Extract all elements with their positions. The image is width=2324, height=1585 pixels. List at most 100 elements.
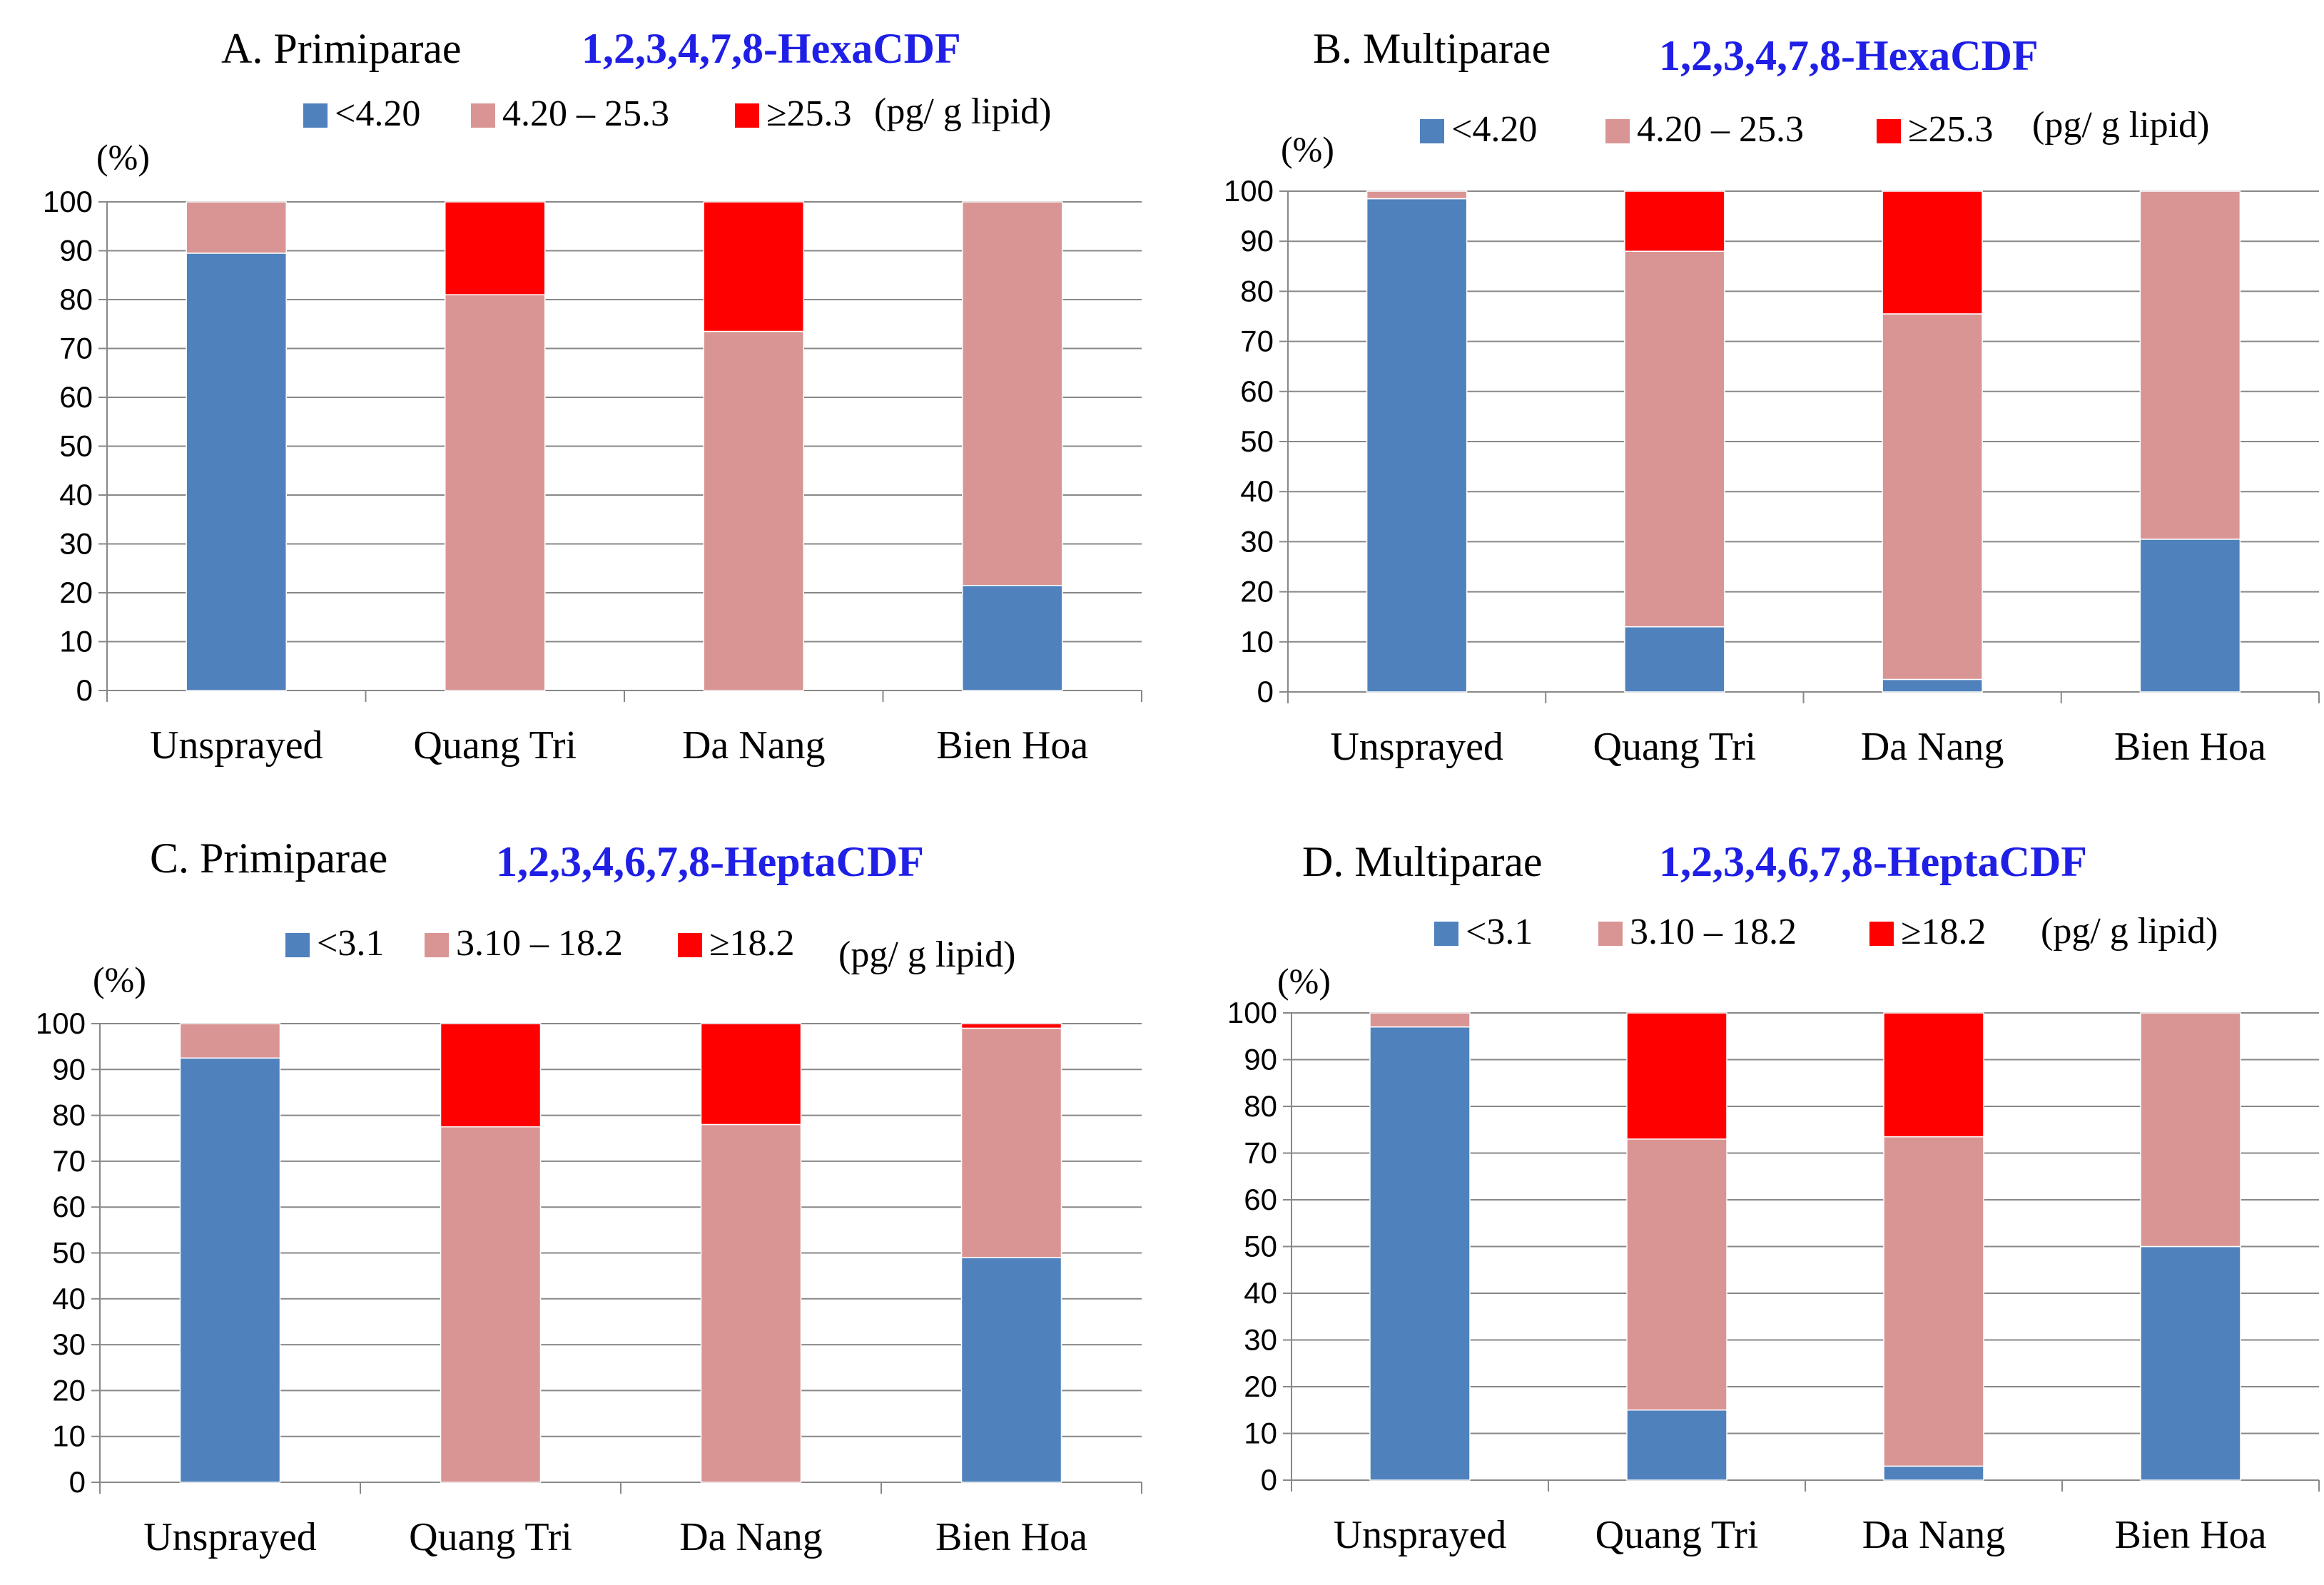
y-tick-label: 50 xyxy=(1240,424,1274,458)
legend-swatch xyxy=(678,933,702,957)
bar-segment xyxy=(2139,539,2241,693)
y-axis-label: (%) xyxy=(1277,961,1331,1001)
y-tick-label: 100 xyxy=(43,185,93,218)
legend-label: ≥18.2 xyxy=(1901,912,1986,952)
x-tick-label: Unsprayed xyxy=(1334,1513,1507,1557)
legend-label: <3.1 xyxy=(317,923,384,964)
bar-segment xyxy=(186,201,287,254)
y-tick-label: 90 xyxy=(59,234,93,267)
bar-segment xyxy=(1882,313,1983,681)
y-tick-label: 100 xyxy=(1227,996,1277,1029)
y-tick-label: 70 xyxy=(52,1144,86,1178)
x-tick-label: Bien Hoa xyxy=(2114,725,2266,769)
y-axis-label: (%) xyxy=(1281,129,1334,169)
y-tick-label: 70 xyxy=(59,332,93,365)
bar-segment xyxy=(1369,1012,1471,1028)
bar-segment xyxy=(1882,678,1983,693)
legend-swatch xyxy=(471,103,495,128)
y-tick-label: 30 xyxy=(1244,1323,1277,1357)
legend-swatch xyxy=(1598,922,1623,946)
bar-segment xyxy=(703,330,804,691)
x-tick-label: Unsprayed xyxy=(1330,725,1503,769)
bar-segment xyxy=(1883,1012,1984,1138)
bar-segment xyxy=(1626,1012,1727,1140)
bar-segment xyxy=(2139,190,2241,540)
y-tick-label: 0 xyxy=(1261,1463,1277,1497)
legend-swatch xyxy=(425,933,449,957)
x-tick-label: Da Nang xyxy=(679,1515,823,1559)
bar-segment xyxy=(445,294,546,691)
bar-segment xyxy=(960,1027,1062,1258)
x-tick-label: Unsprayed xyxy=(143,1515,317,1559)
x-tick-label: Quang Tri xyxy=(409,1515,572,1559)
bar-segment xyxy=(1366,190,1468,200)
x-tick-label: Bien Hoa xyxy=(936,723,1088,768)
y-tick-label: 60 xyxy=(1240,374,1274,408)
x-tick-label: Da Nang xyxy=(682,723,826,768)
legend-label: <3.1 xyxy=(1466,912,1533,952)
y-tick-label: 50 xyxy=(1244,1230,1277,1263)
panel-title: D. Multiparae xyxy=(1302,838,1543,885)
legend-swatch xyxy=(1420,119,1444,143)
bar-segment xyxy=(1624,626,1725,693)
y-tick-label: 10 xyxy=(1244,1417,1277,1450)
y-tick-label: 10 xyxy=(59,625,93,658)
y-tick-label: 20 xyxy=(1240,575,1274,608)
y-tick-label: 10 xyxy=(1240,625,1274,658)
legend-swatch xyxy=(285,933,310,957)
x-tick-label: Quang Tri xyxy=(1593,725,1757,769)
bar-segment xyxy=(1882,190,1983,315)
bar-segment xyxy=(440,1023,542,1128)
y-tick-label: 70 xyxy=(1244,1136,1277,1170)
bar-segment xyxy=(703,201,804,332)
y-tick-label: 0 xyxy=(69,1465,86,1499)
y-tick-label: 90 xyxy=(1240,224,1274,258)
y-tick-label: 80 xyxy=(59,282,93,316)
chart-panel-0: A. Primiparae 1,2,3,4,7,8-HexaCDF <4.20 4.2… xyxy=(43,25,1142,768)
y-tick-label: 80 xyxy=(1240,274,1274,307)
y-tick-label: 50 xyxy=(59,429,93,463)
compound-name: 1,2,3,4,7,8-HexaCDF xyxy=(1659,32,2039,79)
y-tick-label: 30 xyxy=(52,1327,86,1361)
panel-title: A. Primiparae xyxy=(221,25,462,72)
bar-segment xyxy=(960,1023,1062,1029)
unit-label: (pg/ g lipid) xyxy=(838,934,1015,975)
bar-segment xyxy=(1369,1026,1471,1481)
legend-label: <4.20 xyxy=(335,93,420,134)
unit-label: (pg/ g lipid) xyxy=(874,91,1051,132)
bar-segment xyxy=(962,584,1063,691)
bar-segment xyxy=(2140,1012,2241,1248)
y-tick-label: 20 xyxy=(59,576,93,609)
bar-segment xyxy=(960,1257,1062,1483)
y-tick-label: 80 xyxy=(52,1099,86,1132)
compound-name: 1,2,3,4,7,8-HexaCDF xyxy=(582,25,961,72)
legend-swatch xyxy=(1605,119,1630,143)
y-tick-label: 100 xyxy=(1224,174,1274,208)
y-tick-label: 40 xyxy=(1244,1276,1277,1310)
y-tick-label: 60 xyxy=(1244,1183,1277,1216)
x-tick-label: Unsprayed xyxy=(150,723,323,768)
legend-label: 4.20 – 25.3 xyxy=(502,93,669,134)
bar-segment xyxy=(2140,1245,2241,1481)
bar-segment xyxy=(1626,1138,1727,1411)
chart-panel-3: D. Multiparae 1,2,3,4,6,7,8-HeptaCDF <3.1 3… xyxy=(1227,838,2320,1557)
chart-panel-1: B. Multiparae 1,2,3,4,7,8-HexaCDF <4.20 4.2… xyxy=(1224,25,2320,769)
bar-segment xyxy=(179,1057,281,1483)
bar-segment xyxy=(1624,250,1725,628)
bar-segment xyxy=(700,1123,802,1483)
y-axis-label: (%) xyxy=(93,959,146,999)
y-tick-label: 80 xyxy=(1244,1089,1277,1123)
bar-segment xyxy=(1883,1465,1984,1481)
y-tick-label: 60 xyxy=(52,1190,86,1223)
legend-swatch xyxy=(1877,119,1901,143)
y-tick-label: 20 xyxy=(52,1373,86,1407)
legend-label: 4.20 – 25.3 xyxy=(1637,109,1804,150)
chart-panel-2: C. Primiparae 1,2,3,4,6,7,8-HeptaCDF <3.1 3… xyxy=(36,835,1142,1559)
y-tick-label: 90 xyxy=(1244,1043,1277,1076)
y-tick-label: 0 xyxy=(76,673,93,707)
x-tick-label: Bien Hoa xyxy=(2114,1513,2266,1557)
legend-swatch xyxy=(1869,922,1894,946)
y-tick-label: 30 xyxy=(1240,524,1274,558)
panel-title: B. Multiparae xyxy=(1313,25,1551,72)
